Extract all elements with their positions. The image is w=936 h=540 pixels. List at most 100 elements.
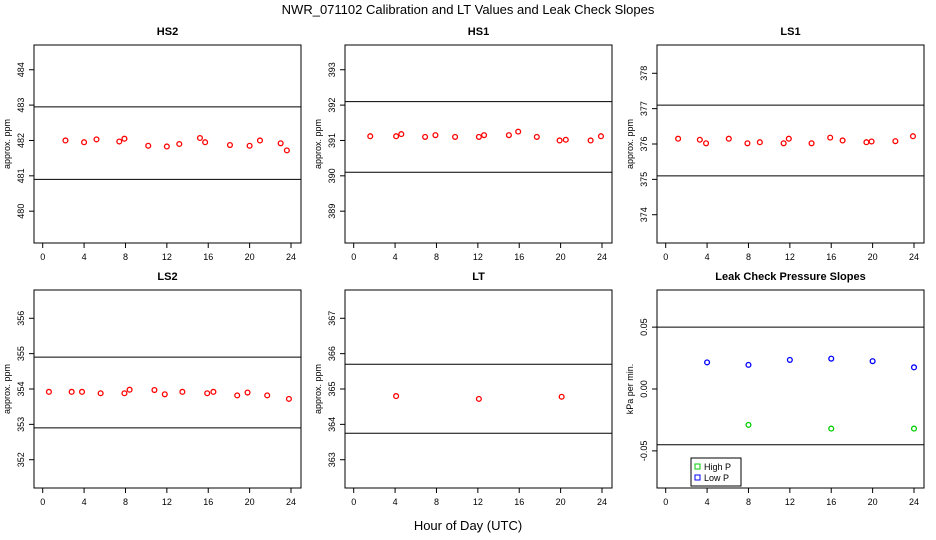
- x-tick-label: 20: [868, 252, 878, 262]
- data-point: [828, 355, 835, 362]
- y-tick-label: 377: [639, 101, 649, 116]
- data-point: [121, 135, 128, 142]
- panel-title: Leak Check Pressure Slopes: [715, 271, 865, 283]
- y-axis-label: approx. ppm: [2, 364, 12, 414]
- data-point: [285, 395, 292, 402]
- y-tick-label: 0.00: [639, 380, 649, 398]
- data-point: [675, 135, 682, 142]
- x-tick-label: 4: [393, 497, 398, 507]
- data-point: [202, 139, 209, 146]
- data-point: [121, 390, 128, 397]
- x-tick-label: 24: [286, 497, 296, 507]
- y-axis-label: approx. ppm: [313, 119, 323, 169]
- x-tick-label: 0: [351, 252, 356, 262]
- x-tick-label: 24: [286, 252, 296, 262]
- y-tick-label: 356: [16, 311, 26, 326]
- y-tick-label: 481: [16, 168, 26, 183]
- data-point: [176, 140, 183, 148]
- data-point: [196, 134, 204, 142]
- y-tick-label: 480: [16, 204, 26, 219]
- x-tick-label: 16: [514, 497, 524, 507]
- data-point: [863, 139, 870, 146]
- data-point: [910, 364, 918, 371]
- x-tick-label: 12: [473, 252, 483, 262]
- panel-lt: LT approx. ppm 0 4 8 12 16 20 24 363 364 365 366 367: [313, 271, 613, 507]
- panel-title: LS1: [780, 26, 800, 38]
- x-tick-label: 8: [434, 252, 439, 262]
- x-tick-label: 12: [785, 497, 795, 507]
- data-point: [910, 425, 918, 432]
- data-point: [116, 138, 123, 145]
- x-tick-label: 8: [746, 252, 751, 262]
- y-tick-label: 390: [327, 168, 337, 183]
- x-tick-label: 0: [40, 252, 45, 262]
- y-tick-label: 0.05: [639, 318, 649, 336]
- data-point: [558, 393, 565, 400]
- y-tick-label: 392: [327, 98, 337, 113]
- panel-title: HS2: [157, 26, 178, 38]
- data-point: [785, 135, 792, 142]
- y-tick-label: 374: [639, 207, 649, 222]
- y-tick-label: 353: [16, 417, 26, 432]
- data-point: [210, 388, 217, 395]
- data-point: [725, 135, 732, 142]
- data-point: [163, 143, 170, 150]
- data-point: [744, 140, 751, 147]
- data-point: [93, 136, 100, 143]
- data-point: [587, 137, 594, 144]
- data-point: [234, 392, 241, 399]
- x-tick-label: 8: [123, 497, 128, 507]
- data-point: [204, 390, 211, 397]
- x-tick-label: 0: [351, 497, 356, 507]
- y-tick-label: 378: [639, 66, 649, 81]
- x-tick-label: 20: [556, 497, 566, 507]
- x-tick-label: 20: [245, 252, 255, 262]
- x-tick-label: 4: [393, 252, 398, 262]
- x-tick-label: 0: [40, 497, 45, 507]
- data-point: [475, 395, 482, 402]
- y-tick-label: 483: [16, 98, 26, 113]
- legend-box: [690, 457, 742, 487]
- x-tick-label: 24: [597, 497, 607, 507]
- data-point: [256, 137, 264, 144]
- data-point: [515, 128, 522, 135]
- x-tick-label: 0: [663, 252, 668, 262]
- data-point: [452, 133, 459, 140]
- y-axis-label: approx. ppm: [313, 364, 323, 414]
- data-point: [151, 387, 158, 394]
- data-point: [869, 358, 876, 365]
- panel-leak-check-pressure-slopes: Leak Check Pressure Slopes kPa per min. 0 4…: [625, 271, 925, 507]
- y-tick-label: 363: [327, 452, 337, 467]
- y-tick-label: -0.05: [639, 441, 649, 462]
- data-point: [756, 139, 763, 146]
- data-point: [505, 132, 512, 139]
- main-title: NWR_071102 Calibration and LT Values and…: [281, 2, 655, 17]
- x-tick-label: 12: [162, 497, 172, 507]
- y-tick-label: 482: [16, 133, 26, 148]
- x-tick-label: 24: [909, 252, 919, 262]
- data-point: [868, 138, 875, 145]
- y-axis-label: approx. ppm: [625, 119, 635, 169]
- data-point: [556, 137, 563, 144]
- data-point: [432, 132, 439, 139]
- x-tick-label: 24: [909, 497, 919, 507]
- data-point: [393, 393, 400, 400]
- y-tick-label: 364: [327, 417, 337, 432]
- data-point: [422, 133, 429, 140]
- legend-label: Low P: [704, 473, 729, 483]
- data-point: [398, 131, 405, 138]
- data-point: [597, 133, 605, 140]
- y-tick-label: 375: [639, 172, 649, 187]
- x-tick-label: 16: [826, 497, 836, 507]
- plot-frame: [344, 289, 613, 489]
- y-axis-label: kPa per min.: [625, 364, 635, 415]
- panel-title: LS2: [157, 271, 177, 283]
- y-axis-label: approx. ppm: [2, 119, 12, 169]
- data-point: [702, 140, 710, 147]
- data-point: [81, 139, 88, 146]
- x-tick-label: 0: [663, 497, 668, 507]
- x-tick-label: 20: [868, 497, 878, 507]
- data-point: [786, 356, 793, 363]
- y-tick-label: 389: [327, 204, 337, 219]
- data-point: [264, 392, 271, 399]
